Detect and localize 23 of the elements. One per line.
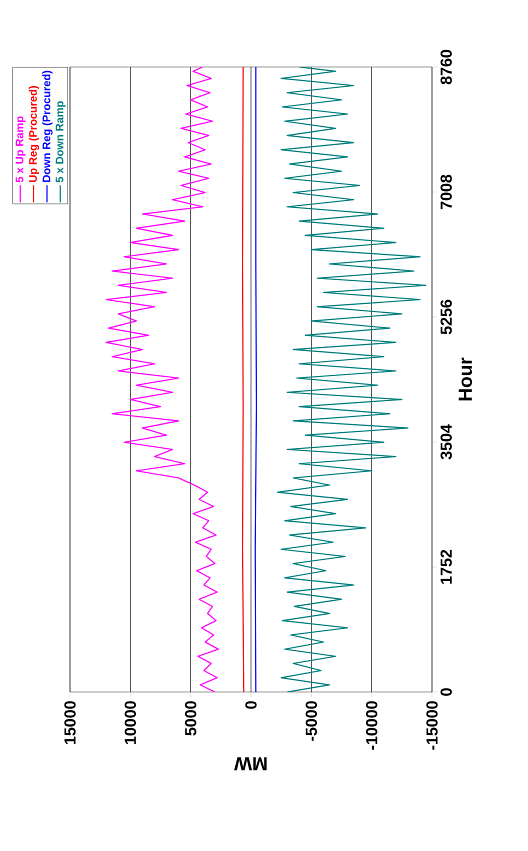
line-series [254,66,258,692]
y-tick-label: 8760 [440,50,452,84]
y-tick-label: 1752 [440,550,452,584]
x-tick-label: 0 [245,701,257,709]
x-tick-label: 5000 [185,701,196,736]
x-tick-label: -15000 [426,701,438,750]
x-axis-title: MW [234,757,267,770]
line-series [106,66,220,692]
y-tick-label: 7008 [440,174,452,210]
line-series [276,66,427,692]
text: Down Reg (Procured) [42,70,53,182]
text: 5 x Down Ramp [56,101,66,182]
x-tick-label: -10000 [366,701,378,750]
text: 5 x Up Ramp [16,116,26,182]
x-tick-label: 15000 [64,701,76,744]
y-tick-label: 3504 [440,424,452,460]
y-tick-label: 5256 [440,300,452,334]
y-tick-label: 0 [440,688,452,696]
y-axis-title: Hour [458,358,472,400]
line-series [242,66,244,692]
x-tick-label: -5000 [306,701,317,741]
text: Up Reg (Procured) [28,86,40,182]
x-tick-label: 10000 [124,701,136,744]
